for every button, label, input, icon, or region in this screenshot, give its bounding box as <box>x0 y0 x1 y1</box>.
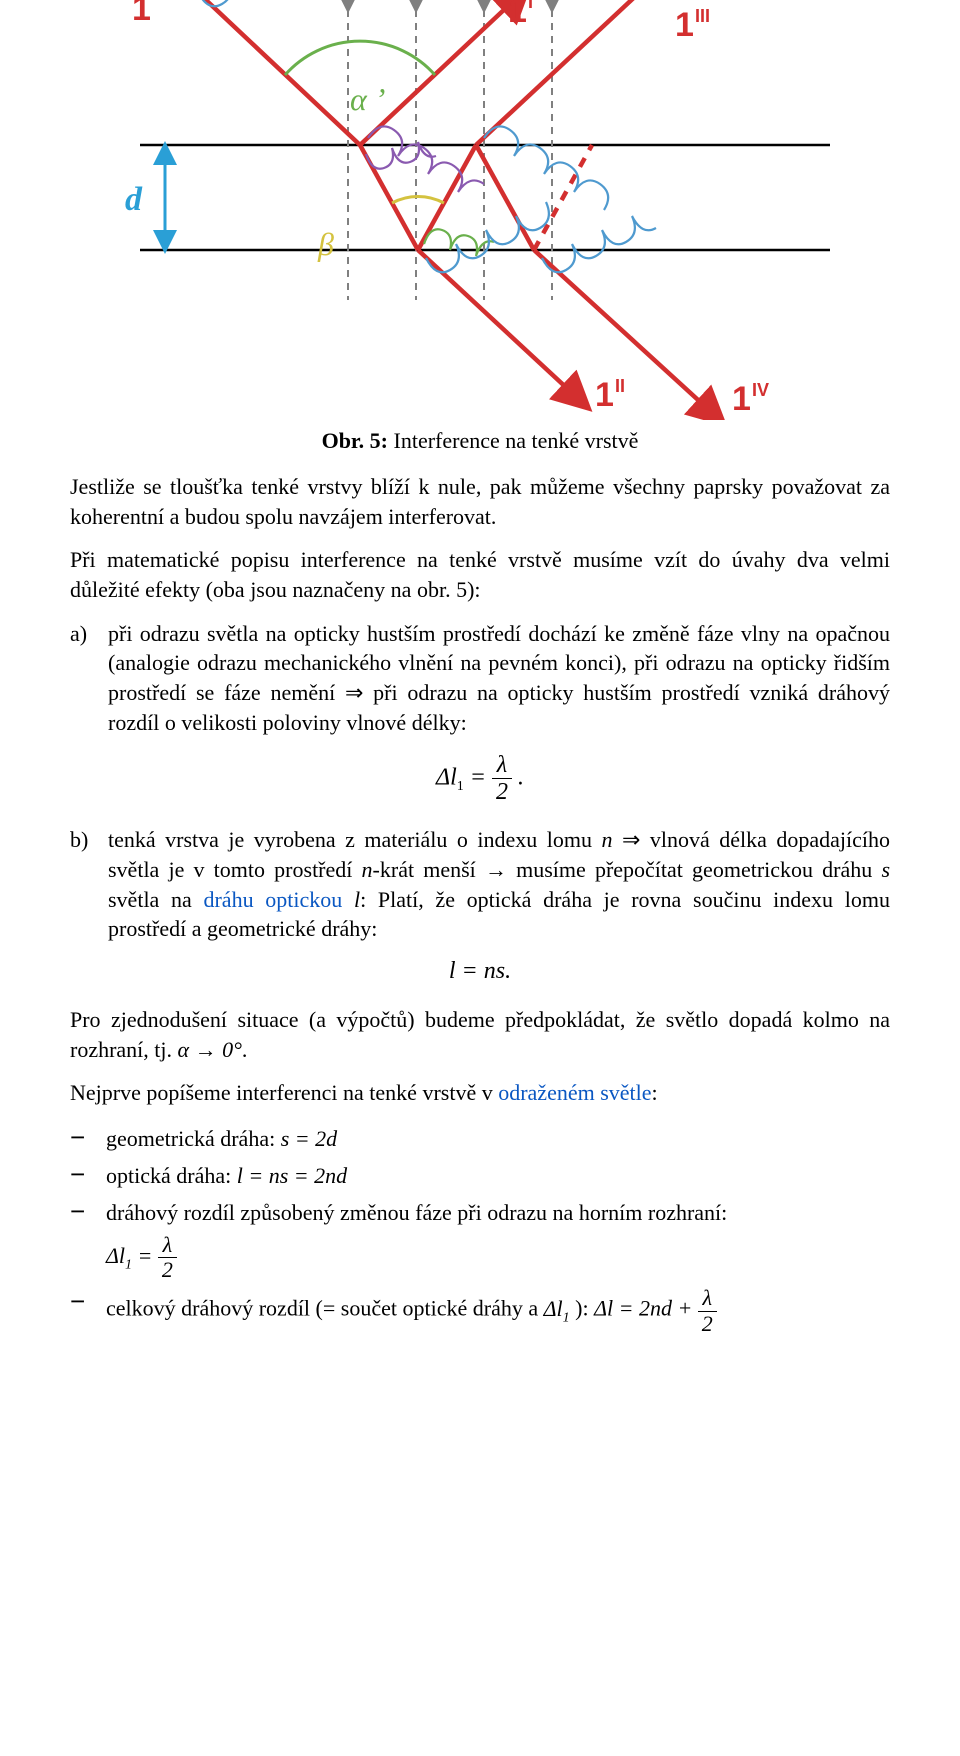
beta-arc <box>392 196 444 203</box>
svg-text:IV: IV <box>752 380 769 400</box>
ordered-list: a) při odrazu světla na opticky hustším … <box>70 619 890 738</box>
math-intro-paragraph: Při matematické popisu interference na t… <box>70 545 890 604</box>
svg-text:II: II <box>615 376 625 396</box>
svg-text:1: 1 <box>595 376 614 414</box>
dash-list: − geometrická dráha: s = 2d − optická dr… <box>70 1122 890 1336</box>
marker-b: b) <box>70 825 108 944</box>
svg-text:1: 1 <box>675 6 694 44</box>
svg-text:1: 1 <box>732 380 751 418</box>
label-k1: k <box>340 0 355 7</box>
ray-incident <box>190 0 360 145</box>
ray-1iv <box>534 250 720 420</box>
dash-row-3: − dráhový rozdíl způsobený změnou fáze p… <box>70 1196 890 1229</box>
item-a-content: při odrazu světla na opticky hustším pro… <box>108 619 890 738</box>
reflected-light-intro: Nejprve popíšeme interferenci na tenké v… <box>70 1078 890 1108</box>
dash-row-3-eq: Δl1 = λ2 <box>70 1233 890 1282</box>
ray-internal-dashed <box>534 145 592 250</box>
list-item-a: a) při odrazu světla na opticky hustším … <box>70 619 890 738</box>
label-1IV: 1 IV <box>732 380 769 418</box>
label-beta: β <box>317 226 334 262</box>
dash-row-4: − celkový dráhový rozdíl (= součet optic… <box>70 1286 890 1335</box>
simplification-paragraph: Pro zjednodušení situace (a výpočtů) bud… <box>70 1005 890 1064</box>
thin-film-diagram: d k k k k <box>70 0 890 420</box>
dash-row-2: − optická dráha: l = ns = 2nd <box>70 1159 890 1192</box>
k-lines <box>348 10 552 300</box>
intro-paragraph: Jestliže se tloušťka tenké vrstvy blíží … <box>70 472 890 531</box>
equation-l-ns: l = ns. <box>70 958 890 985</box>
caption-bold: Obr. 5: <box>322 428 388 453</box>
list-item-b: b) tenká vrstva je vyrobena z materiálu … <box>70 825 890 944</box>
label-k3: k <box>476 0 491 7</box>
svg-text:1: 1 <box>508 0 527 30</box>
marker-a: a) <box>70 619 108 738</box>
figure-caption: Obr. 5: Interference na tenké vrstvě <box>70 428 890 454</box>
caption-rest: Interference na tenké vrstvě <box>388 428 638 453</box>
figure-container: d k k k k <box>70 0 890 420</box>
label-1III: 1 III <box>675 6 710 44</box>
item-b-content: tenká vrstva je vyrobena z materiálu o i… <box>108 825 890 944</box>
alpha-arc <box>285 41 435 75</box>
label-k2: k <box>408 0 423 7</box>
label-1I: 1 I <box>508 0 533 30</box>
label-d: d <box>125 181 143 218</box>
label-k4: k <box>544 0 559 7</box>
svg-text:I: I <box>528 0 533 12</box>
label-1II: 1 II <box>595 376 625 414</box>
ordered-list-b: b) tenká vrstva je vyrobena z materiálu … <box>70 825 890 944</box>
equation-delta-l1: Δl1 = λ2 . <box>70 752 890 806</box>
label-1: 1 <box>132 0 151 28</box>
svg-text:III: III <box>695 6 710 26</box>
label-alpha: α ’ <box>350 81 385 117</box>
dash-row-1: − geometrická dráha: s = 2d <box>70 1122 890 1155</box>
